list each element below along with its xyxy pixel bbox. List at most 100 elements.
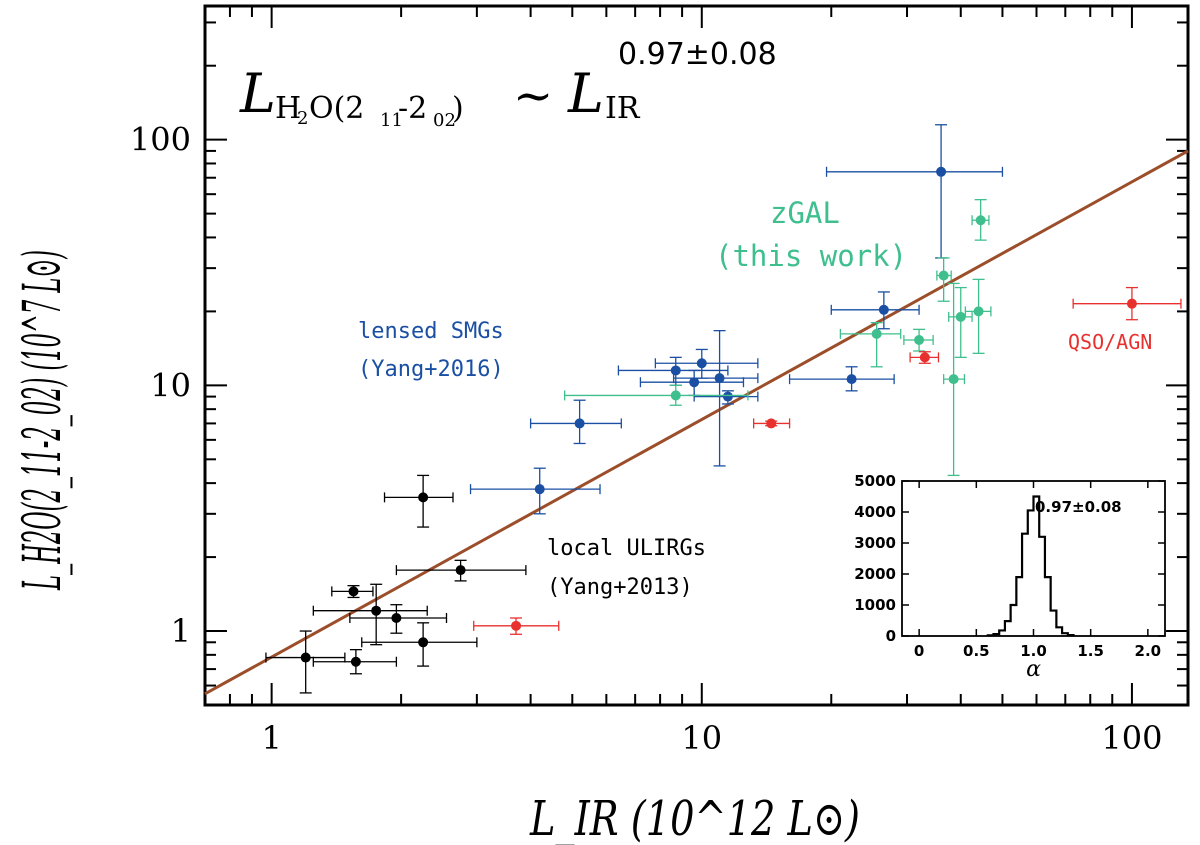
- point-marker: [511, 620, 522, 631]
- data-point: [672, 329, 759, 467]
- inset-y-tick-label: 3000: [854, 534, 896, 552]
- series-labels: zGAL (this work) lensed SMGs (Yang+2016)…: [358, 196, 1152, 600]
- inset-x-tick-label: 0.5: [963, 642, 990, 660]
- point-marker: [878, 304, 889, 315]
- point-marker: [455, 565, 466, 576]
- inset-x-tick-label: 2.0: [1135, 642, 1162, 660]
- x-tick-label: 100: [1101, 719, 1162, 757]
- data-point: [469, 467, 601, 515]
- inset-histogram: 0 0.5 1.0 1.5 2.0 0 1000 2000 3000 4000 5000 0.97±0…: [854, 472, 1166, 682]
- y-tick-label: 10: [150, 366, 191, 404]
- inset-x-label: α: [1026, 657, 1041, 682]
- y-axis-title-text: L_H2O(2_11-2_02) (10^7 L⊙): [13, 250, 73, 590]
- series-zgal: [564, 198, 992, 477]
- data-point: [654, 348, 759, 379]
- data-point: [903, 328, 934, 352]
- qso-label: QSO/AGN: [1068, 330, 1152, 354]
- relation-rhs-symbol: L: [567, 62, 604, 125]
- smg-label-line1: lensed SMGs: [358, 319, 504, 344]
- point-marker: [948, 374, 959, 385]
- point-marker: [846, 374, 857, 385]
- data-point: [473, 617, 560, 635]
- point-marker: [714, 373, 725, 384]
- data-point: [383, 474, 454, 528]
- point-marker: [418, 492, 429, 503]
- fit-line: [204, 149, 1189, 696]
- inset-x-tick-label: 0: [914, 642, 924, 660]
- point-marker: [670, 365, 681, 376]
- relation-label: L H 2 O(2 11 -2 02 ) ~ L IR 0.97±0.08: [239, 37, 777, 131]
- relation-lhs-sub: H: [275, 91, 301, 126]
- relation-exponent: 0.97±0.08: [618, 37, 777, 72]
- inset-y-tick-label: 1000: [854, 596, 896, 614]
- histogram-step: [986, 495, 1075, 637]
- point-marker: [418, 637, 429, 648]
- data-point: [752, 418, 791, 429]
- y-tick-label: 1: [171, 612, 191, 650]
- point-marker: [973, 306, 984, 317]
- inset-y-tick-label: 5000: [854, 472, 896, 490]
- inset-y-tick-label: 4000: [854, 503, 896, 521]
- data-point: [349, 604, 448, 634]
- inset-annotation: 0.97±0.08: [1035, 498, 1122, 516]
- data-point: [529, 399, 622, 445]
- y-tick-label: 100: [130, 121, 191, 159]
- data-point: [948, 286, 973, 359]
- data-point: [830, 291, 920, 330]
- point-marker: [670, 390, 681, 401]
- point-marker: [766, 418, 777, 429]
- ulirg-label-line2: (Yang+2013): [547, 575, 693, 600]
- relation-tilde: ~: [513, 68, 553, 124]
- data-point: [395, 559, 527, 582]
- data-point: [909, 351, 940, 364]
- data-point: [639, 369, 745, 397]
- data-point: [265, 630, 346, 694]
- data-point: [943, 282, 966, 477]
- zgal-label-line1: zGAL: [770, 196, 840, 230]
- smg-label-line2: (Yang+2016): [358, 357, 504, 382]
- relation-lhs-sub4: 02: [433, 110, 456, 131]
- point-marker: [1126, 298, 1137, 309]
- point-marker: [938, 270, 949, 281]
- data-point: [312, 583, 428, 646]
- point-marker: [955, 311, 966, 322]
- point-marker: [300, 652, 311, 663]
- data-point: [964, 278, 992, 354]
- data-point: [825, 124, 1004, 259]
- point-marker: [350, 656, 361, 667]
- data-point: [788, 366, 895, 392]
- point-marker: [696, 358, 707, 369]
- series-lensed-smgs: [469, 124, 1004, 515]
- point-marker: [914, 334, 925, 345]
- series-local-ulirgs: [265, 474, 527, 694]
- point-marker: [975, 215, 986, 226]
- relation-lhs-symbol: L: [239, 62, 276, 125]
- data-point: [839, 321, 902, 368]
- relation-lhs-close: ): [452, 91, 464, 126]
- point-marker: [871, 328, 882, 339]
- x-tick-label: 1: [261, 719, 281, 757]
- zgal-label-line2: (this work): [715, 239, 907, 273]
- inset-x-tick-label: 1.0: [1020, 642, 1047, 660]
- point-marker: [534, 484, 545, 495]
- relation-rhs-sub: IR: [605, 91, 641, 126]
- x-tick-label: 10: [681, 719, 722, 757]
- inset-x-tick-label: 1.5: [1077, 642, 1104, 660]
- point-marker: [936, 166, 947, 177]
- point-marker: [722, 391, 733, 402]
- point-marker: [371, 605, 382, 616]
- ulirg-label-line1: local ULIRGs: [547, 536, 706, 561]
- inset-y-tick-label: 2000: [854, 565, 896, 583]
- point-marker: [391, 613, 402, 624]
- data-point: [971, 198, 990, 241]
- relation-lhs-dash: -2: [398, 91, 427, 126]
- point-marker: [574, 418, 585, 429]
- x-axis-title: L_IR (10^12 L⊙): [529, 791, 860, 845]
- data-point: [693, 390, 759, 405]
- data-point: [331, 585, 374, 599]
- relation-lhs-sub3: 11: [380, 110, 403, 131]
- series-qso-agn: [473, 286, 1182, 635]
- point-marker: [919, 352, 930, 363]
